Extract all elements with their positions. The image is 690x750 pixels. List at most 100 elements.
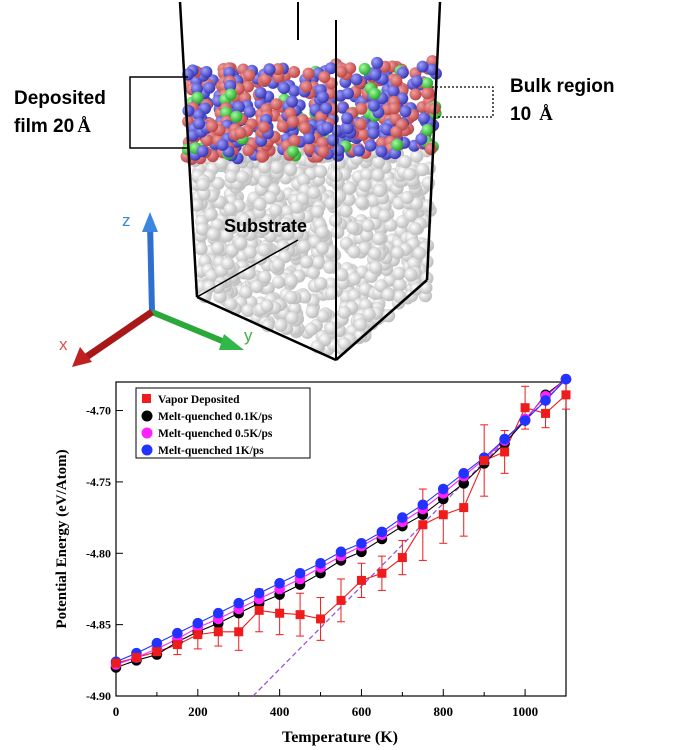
film-atom	[371, 56, 384, 69]
bulk-label-line2: 10 Å	[510, 104, 553, 125]
film-atom	[367, 99, 380, 112]
film-atom	[358, 62, 371, 75]
x-tick-label: 600	[352, 704, 372, 719]
substrate-atom	[324, 321, 338, 335]
substrate-atom	[339, 204, 353, 218]
film-atom	[300, 80, 313, 93]
film-atom	[355, 118, 367, 131]
data-point	[213, 627, 223, 637]
film-atom	[320, 102, 333, 115]
film-atom	[417, 112, 430, 125]
axis-x-label: x	[59, 335, 68, 354]
substrate-atom	[342, 181, 357, 195]
data-point	[459, 503, 469, 513]
film-atom	[316, 136, 329, 149]
data-point	[152, 647, 162, 657]
substrate-atom	[290, 200, 304, 214]
data-point	[151, 637, 163, 649]
film-atom	[196, 145, 209, 158]
data-point	[193, 630, 203, 640]
substrate-atom	[260, 299, 274, 313]
film-atom	[256, 150, 269, 163]
film-atom	[254, 86, 267, 99]
film-atom	[286, 145, 299, 158]
substrate-atom	[353, 318, 368, 332]
substrate-atom	[270, 160, 284, 175]
film-atom	[410, 75, 423, 87]
film-atom	[355, 102, 368, 115]
substrate-atom	[221, 256, 235, 271]
film-atom	[357, 128, 370, 141]
axis-y-label: y	[244, 326, 253, 345]
data-point	[294, 567, 306, 579]
substrate-atom	[404, 268, 418, 282]
data-point	[275, 608, 285, 618]
data-point	[397, 512, 408, 523]
film-atom	[270, 98, 283, 111]
substrate-atom	[274, 318, 288, 332]
substrate-atom	[346, 221, 360, 235]
substrate-atom	[204, 207, 218, 222]
y-tick-label: -4.80	[86, 546, 111, 560]
substrate-atom	[361, 219, 375, 233]
film-atom	[286, 95, 299, 108]
film-atom	[336, 101, 349, 114]
substrate-atom	[337, 337, 351, 351]
film-atom	[299, 122, 311, 134]
substrate-atom	[377, 209, 392, 223]
film-atom	[335, 65, 348, 78]
substrate-atom	[241, 303, 255, 318]
substrate-atom	[335, 268, 349, 282]
substrate-atom	[223, 202, 237, 216]
film-atom	[234, 127, 247, 139]
substrate-atom	[412, 246, 427, 260]
film-atom	[409, 88, 422, 101]
substrate-atom	[369, 260, 383, 275]
data-point	[336, 595, 346, 605]
bulk-region-bracket	[432, 86, 494, 118]
data-point	[560, 373, 572, 385]
film-atom	[242, 144, 255, 157]
legend-marker-mq05	[141, 427, 153, 439]
x-tick-label: 800	[434, 704, 454, 719]
data-point	[541, 408, 551, 418]
substrate-atom	[224, 297, 238, 311]
substrate-atom	[235, 170, 250, 184]
substrate-atom	[323, 260, 337, 274]
x-tick-label: 200	[188, 704, 208, 719]
substrate-atom	[195, 222, 209, 236]
film-atom	[278, 82, 291, 95]
substrate-atom	[284, 290, 298, 305]
film-atom	[276, 120, 289, 133]
film-atom	[316, 91, 329, 104]
legend: Vapor Deposited Melt-quenched 0.1K/ps Me…	[135, 387, 311, 459]
substrate-atom	[391, 246, 405, 260]
substrate-atom	[392, 266, 406, 281]
data-point	[253, 587, 265, 599]
data-point	[233, 597, 245, 609]
film-atom	[287, 115, 299, 128]
substrate-atom	[234, 236, 248, 250]
film-atom	[206, 120, 219, 133]
film-atom	[341, 122, 354, 135]
film-atom	[390, 125, 403, 138]
film-atom	[223, 66, 236, 79]
film-atom	[375, 145, 388, 158]
film-atom	[364, 139, 377, 152]
film-atom	[263, 63, 276, 76]
film-atom	[350, 73, 363, 86]
film-atom	[192, 109, 205, 121]
legend-label-mq05: Melt-quenched 0.5K/ps	[158, 428, 273, 440]
x-tick-label: 0	[113, 704, 120, 719]
data-point	[356, 575, 366, 585]
potential-energy-chart: 0 200 400 600 800 1000 -4.90 -4.85 -4.80 -4.75 -4.…	[54, 373, 572, 746]
substrate-atom	[371, 168, 385, 182]
substrate-label: Substrate	[224, 216, 307, 236]
film-atom	[220, 106, 233, 119]
substrate-atom	[310, 205, 325, 219]
substrate-atom	[258, 174, 272, 189]
substrate-atom	[283, 162, 298, 177]
substrate-atoms	[188, 143, 437, 357]
substrate-atom	[419, 280, 433, 295]
data-point	[418, 520, 428, 530]
